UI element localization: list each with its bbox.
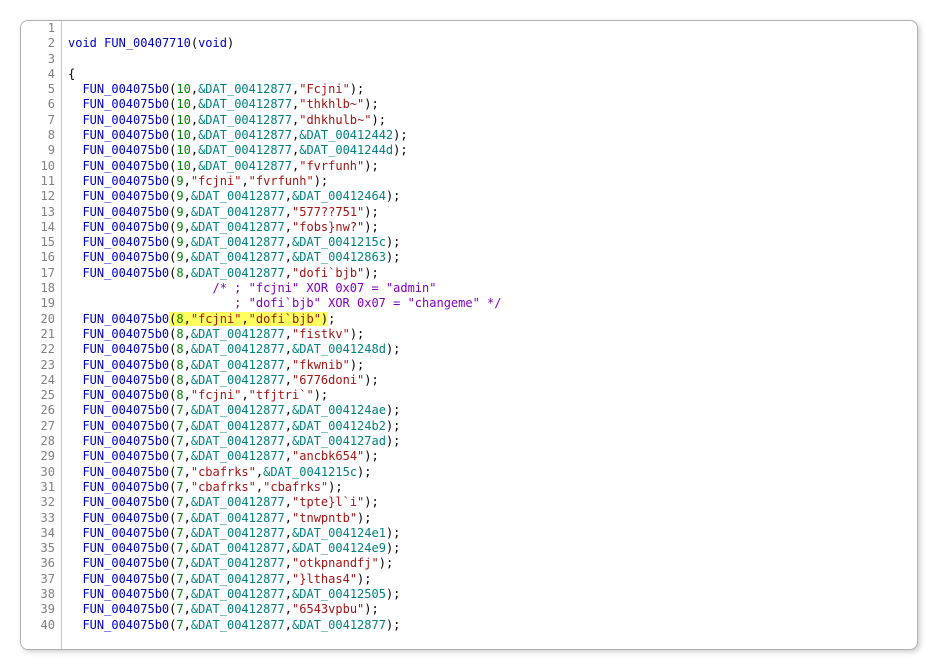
line-number: 21 [21,327,55,342]
line-number: 35 [21,541,55,556]
code-line: FUN_004075b0(7,"cbafrks",&DAT_0041215c); [68,465,917,480]
source-pane: void FUN_00407710(void) { FUN_004075b0(10… [62,21,917,649]
code-line: FUN_004075b0(7,&DAT_00412877,"otkpnandfj… [68,556,917,571]
code-line: { [68,67,917,82]
code-line: FUN_004075b0(8,&DAT_00412877,"6776doni")… [68,373,917,388]
code-line: FUN_004075b0(8,&DAT_00412877,"fistkv"); [68,327,917,342]
line-number: 29 [21,449,55,464]
code-line: FUN_004075b0(10,&DAT_00412877,"fvrfunh")… [68,159,917,174]
line-number: 14 [21,220,55,235]
code-line: FUN_004075b0(7,&DAT_00412877,&DAT_004124… [68,419,917,434]
code-line: FUN_004075b0(8,&DAT_00412877,"fkwnib"); [68,358,917,373]
code-line: FUN_004075b0(10,&DAT_00412877,"thkhlb~")… [68,97,917,112]
code-line: FUN_004075b0(7,&DAT_00412877,&DAT_004127… [68,434,917,449]
line-number: 31 [21,480,55,495]
code-line: FUN_004075b0(7,&DAT_00412877,&DAT_004124… [68,541,917,556]
code-line: FUN_004075b0(7,"cbafrks","cbafrks"); [68,480,917,495]
line-number: 19 [21,296,55,311]
code-line [68,52,917,67]
line-number: 34 [21,526,55,541]
code-line: FUN_004075b0(8,"fcjni","dofi`bjb"); [68,312,917,327]
line-number: 11 [21,174,55,189]
line-number: 1 [21,21,55,36]
code-line: FUN_004075b0(9,"fcjni","fvrfunh"); [68,174,917,189]
line-number: 26 [21,403,55,418]
code-line: FUN_004075b0(9,&DAT_00412877,"fobs}nw?")… [68,220,917,235]
code-line: FUN_004075b0(7,&DAT_00412877,"}lthas4"); [68,572,917,587]
line-number: 33 [21,511,55,526]
code-frame: 1234567891011121314151617181920212223242… [20,20,918,650]
line-number: 23 [21,358,55,373]
code-area: 1234567891011121314151617181920212223242… [21,21,917,649]
code-line: FUN_004075b0(7,&DAT_00412877,&DAT_004124… [68,526,917,541]
line-number: 18 [21,281,55,296]
line-number: 5 [21,82,55,97]
code-line: FUN_004075b0(7,&DAT_00412877,&DAT_004125… [68,587,917,602]
code-line: FUN_004075b0(9,&DAT_00412877,&DAT_004128… [68,250,917,265]
line-number: 36 [21,556,55,571]
line-number: 13 [21,205,55,220]
line-number: 25 [21,388,55,403]
code-line: FUN_004075b0(7,&DAT_00412877,"tpte}l`i")… [68,495,917,510]
line-number: 27 [21,419,55,434]
code-line [68,21,917,36]
line-number: 8 [21,128,55,143]
code-line: FUN_004075b0(7,&DAT_00412877,&DAT_004124… [68,403,917,418]
code-line: FUN_004075b0(8,&DAT_00412877,&DAT_004124… [68,342,917,357]
line-number-gutter: 1234567891011121314151617181920212223242… [21,21,62,649]
line-number: 4 [21,67,55,82]
line-number: 39 [21,602,55,617]
code-line: ; "dofi`bjb" XOR 0x07 = "changeme" */ [68,296,917,311]
line-number: 32 [21,495,55,510]
code-line: FUN_004075b0(8,"fcjni","tfjtri`"); [68,388,917,403]
line-number: 7 [21,113,55,128]
line-number: 20 [21,312,55,327]
line-number: 2 [21,36,55,51]
line-number: 24 [21,373,55,388]
code-line: FUN_004075b0(8,&DAT_00412877,"dofi`bjb")… [68,266,917,281]
code-line: FUN_004075b0(7,&DAT_00412877,"6543vpbu")… [68,602,917,617]
code-line: /* ; "fcjni" XOR 0x07 = "admin" [68,281,917,296]
code-line: FUN_004075b0(10,&DAT_00412877,&DAT_00412… [68,143,917,158]
line-number: 37 [21,572,55,587]
code-line: FUN_004075b0(10,&DAT_00412877,"dhkhulb~"… [68,113,917,128]
line-number: 16 [21,250,55,265]
line-number: 9 [21,143,55,158]
line-number: 40 [21,618,55,633]
line-number: 3 [21,52,55,67]
code-line: FUN_004075b0(9,&DAT_00412877,&DAT_004124… [68,189,917,204]
code-line: FUN_004075b0(7,&DAT_00412877,"tnwpntb"); [68,511,917,526]
line-number: 28 [21,434,55,449]
line-number: 30 [21,465,55,480]
line-number: 12 [21,189,55,204]
line-number: 6 [21,97,55,112]
code-line: FUN_004075b0(10,&DAT_00412877,"Fcjni"); [68,82,917,97]
line-number: 17 [21,266,55,281]
code-line: void FUN_00407710(void) [68,36,917,51]
code-line: FUN_004075b0(7,&DAT_00412877,"ancbk654")… [68,449,917,464]
line-number: 15 [21,235,55,250]
code-line: FUN_004075b0(10,&DAT_00412877,&DAT_00412… [68,128,917,143]
code-line: FUN_004075b0(9,&DAT_00412877,"577??751")… [68,205,917,220]
code-line: FUN_004075b0(9,&DAT_00412877,&DAT_004121… [68,235,917,250]
code-line: FUN_004075b0(7,&DAT_00412877,&DAT_004128… [68,618,917,633]
line-number: 10 [21,159,55,174]
line-number: 22 [21,342,55,357]
line-number: 38 [21,587,55,602]
